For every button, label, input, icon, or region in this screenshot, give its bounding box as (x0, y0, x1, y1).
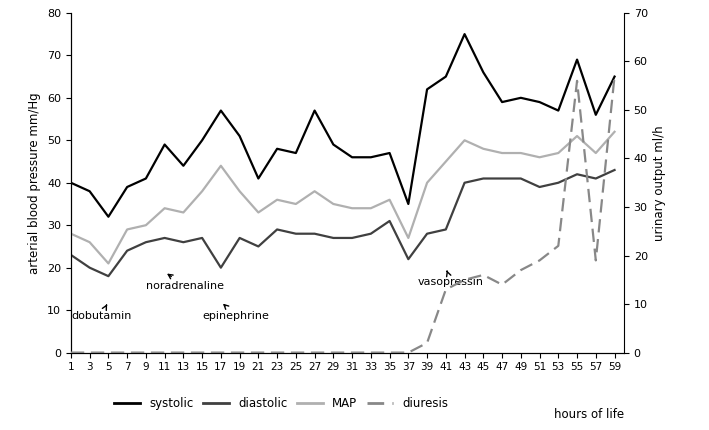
Y-axis label: urinary output ml/h: urinary output ml/h (653, 125, 666, 240)
Text: vasopressin: vasopressin (418, 271, 484, 287)
Text: dobutamin: dobutamin (71, 305, 131, 321)
Text: hours of life: hours of life (554, 408, 624, 421)
Legend: systolic, diastolic, MAP, diuresis: systolic, diastolic, MAP, diuresis (109, 392, 453, 415)
Text: epinephrine: epinephrine (202, 304, 269, 321)
Text: noradrenaline: noradrenaline (146, 274, 224, 291)
Y-axis label: arterial blood pressure mm/Hg: arterial blood pressure mm/Hg (28, 92, 42, 273)
